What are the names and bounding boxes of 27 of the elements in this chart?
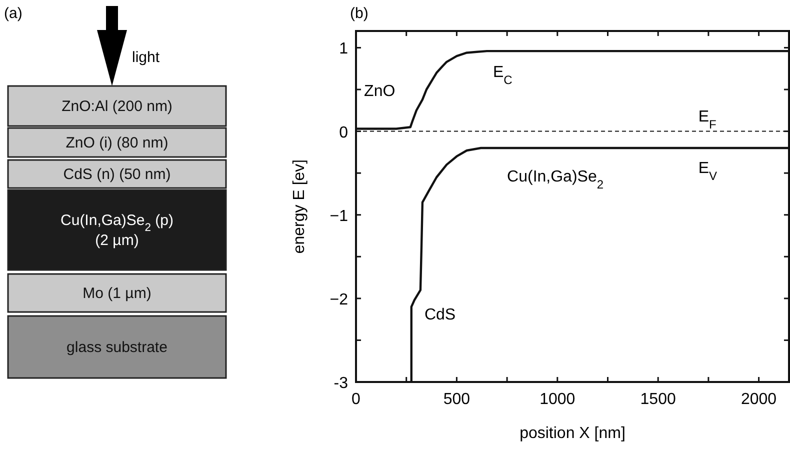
annotation: Cu(In,Ga)Se$_{2}$ xyxy=(507,168,604,192)
category-label: glass substrate xyxy=(66,339,168,356)
category-label: ZnO:Al (200 nm) xyxy=(62,98,172,115)
text: (a) xyxy=(4,5,22,22)
ref-line-label: E$_{F}$ xyxy=(698,108,716,132)
x-tick-label: 500 xyxy=(443,391,470,408)
y-axis-title: energy E [ev] xyxy=(291,159,308,254)
x-tick-label: 1500 xyxy=(640,391,676,408)
annotation: ZnO xyxy=(364,83,396,100)
y-tick-label: 0 xyxy=(339,124,348,142)
series-label: E$_{V}$ xyxy=(698,160,718,184)
y-tick-label: -3 xyxy=(334,375,348,392)
x-tick-label: 2000 xyxy=(740,391,777,408)
category-label: Cu(In,Ga)Se$_{2}$ (p) (2 µm) xyxy=(60,212,174,249)
category-label: ZnO (i) (80 nm) xyxy=(66,134,168,152)
x-axis-title: position X [nm] xyxy=(520,425,626,442)
annotation: CdS xyxy=(424,306,456,324)
text: light xyxy=(132,49,160,66)
y-tick-label: 1 xyxy=(339,40,348,58)
category-label: Mo (1 µm) xyxy=(82,285,152,302)
chart-title: (b) xyxy=(350,5,368,22)
x-tick-label: 0 xyxy=(352,391,361,408)
y-tick-label: −2 xyxy=(330,291,348,308)
series-label: E$_{C}$ xyxy=(492,64,513,87)
x-tick-label: 1000 xyxy=(540,391,576,408)
category-label: CdS (n) (50 nm) xyxy=(63,166,171,183)
y-tick-label: −1 xyxy=(330,208,348,225)
